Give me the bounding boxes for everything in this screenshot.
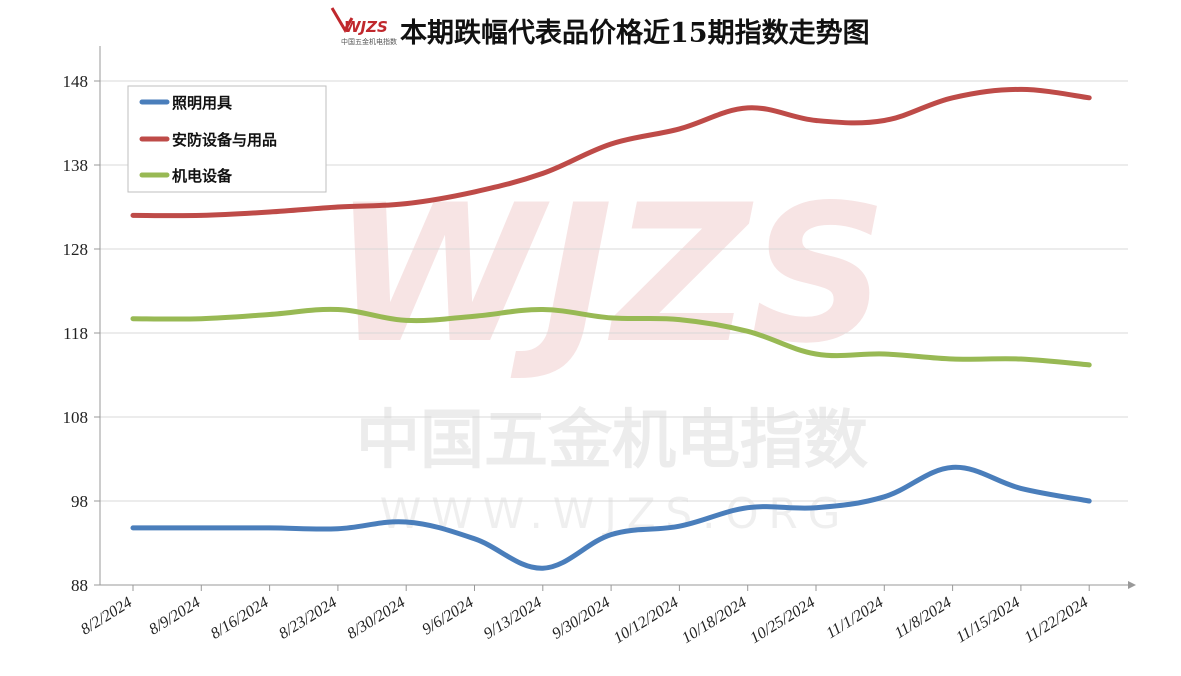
x-axis-arrow-icon: [1128, 581, 1136, 589]
series-2-point-0: [130, 316, 136, 321]
x-tick-label-7: 9/30/2024: [549, 594, 613, 643]
series-1-point-11: [882, 118, 887, 123]
series-2-point-7: [608, 315, 614, 321]
series-2-point-12: [950, 356, 955, 362]
series-1-point-4: [404, 201, 409, 206]
series-0-point-11: [882, 494, 887, 499]
y-tick-label-2: 108: [63, 408, 89, 427]
y-tick-label-5: 138: [63, 156, 89, 175]
series-0-point-9: [745, 505, 750, 510]
series-0-point-12: [950, 465, 955, 470]
axes: [99, 46, 1136, 589]
y-tick-label-0: 88: [71, 576, 88, 595]
x-tick-label-13: 11/15/2024: [953, 594, 1023, 646]
series-2-point-4: [404, 318, 409, 323]
series-points-0: [130, 465, 1092, 571]
y-tick-label-6: 148: [63, 72, 89, 91]
legend-label-2: 机电设备: [172, 167, 233, 185]
x-tick-label-11: 11/1/2024: [823, 594, 886, 642]
series-1-point-0: [130, 213, 136, 218]
series-0-point-1: [199, 525, 204, 531]
series-2-point-14: [1087, 362, 1092, 368]
series-1-point-3: [335, 204, 341, 210]
series-0-point-3: [335, 526, 341, 531]
wjzs-logo: WJZS 中国五金机电指数: [330, 7, 397, 46]
x-axis-ticks: 8/2/2024 8/9/2024 8/16/2024 8/23/2024 8/30/2…: [78, 585, 1091, 647]
x-tick-label-5: 9/6/2024: [419, 594, 476, 639]
series-points-2: [130, 307, 1092, 368]
chart-header: WJZS 中国五金机电指数 本期跌幅代表品价格近15期指数走势图: [330, 7, 870, 49]
series-1-point-8: [677, 126, 682, 132]
y-axis-ticks: 88 98 108 118 128 138 148: [63, 72, 100, 595]
series-2-point-2: [267, 312, 272, 317]
series-1-point-12: [950, 95, 955, 101]
watermark: WJZS 中国五金机电指数 WWW.WJZS.ORG: [333, 164, 888, 538]
x-tick-label-8: 10/12/2024: [611, 594, 682, 647]
y-tick-label-3: 118: [63, 324, 88, 343]
legend-item-2: 机电设备: [139, 167, 233, 185]
series-2-point-10: [813, 351, 819, 357]
series-0-point-13: [1018, 486, 1024, 491]
chart-title: 本期跌幅代表品价格近15期指数走势图: [400, 18, 870, 49]
series-0-point-5: [472, 536, 477, 541]
series-lines: [130, 86, 1092, 571]
series-1-point-6: [540, 171, 545, 176]
logo-check-icon: [330, 7, 354, 33]
x-tick-label-14: 11/22/2024: [1022, 594, 1092, 646]
x-tick-label-3: 8/23/2024: [276, 594, 340, 643]
series-0-point-14: [1087, 498, 1092, 504]
y-tick-label-4: 128: [63, 240, 89, 259]
x-tick-label-2: 8/16/2024: [208, 594, 272, 643]
series-2-point-8: [677, 317, 682, 322]
series-1-point-13: [1018, 87, 1024, 92]
series-1-point-1: [199, 213, 204, 218]
series-0-point-6: [540, 566, 545, 571]
series-2-point-9: [745, 329, 750, 334]
legend-label-0: 照明用具: [172, 94, 232, 112]
series-0-point-0: [130, 525, 136, 531]
series-2-point-13: [1018, 356, 1024, 362]
series-0-point-7: [608, 532, 614, 537]
series-2-point-5: [472, 314, 477, 319]
series-0-point-4: [404, 519, 409, 525]
series-2-point-6: [540, 307, 545, 312]
legend: 照明用具 安防设备与用品 机电设备: [127, 85, 327, 193]
legend-item-0: 照明用具: [139, 94, 232, 112]
x-tick-label-10: 10/25/2024: [747, 594, 818, 647]
y-tick-label-1: 98: [71, 492, 88, 511]
x-tick-label-1: 8/9/2024: [146, 594, 203, 639]
watermark-en-text: WWW.WJZS.ORG: [380, 489, 851, 538]
x-tick-label-12: 11/8/2024: [892, 594, 955, 642]
series-0-point-2: [267, 525, 272, 531]
series-2-point-1: [199, 316, 204, 321]
x-tick-label-6: 9/13/2024: [481, 594, 545, 643]
series-1-point-9: [745, 105, 750, 111]
series-0-point-10: [813, 505, 819, 510]
x-tick-label-9: 10/18/2024: [679, 594, 750, 647]
series-1-point-10: [813, 118, 819, 123]
series-1-point-14: [1087, 95, 1092, 101]
legend-label-1: 安防设备与用品: [172, 131, 277, 149]
logo-text: WJZS: [344, 18, 388, 36]
series-1-point-2: [267, 209, 272, 215]
legend-item-1: 安防设备与用品: [139, 131, 277, 149]
x-tick-label-4: 8/30/2024: [344, 594, 408, 643]
series-0-point-8: [677, 524, 682, 529]
series-1-point-5: [472, 189, 477, 195]
series-points-1: [130, 87, 1092, 218]
series-2-point-11: [882, 351, 887, 357]
watermark-cn-text: 中国五金机电指数: [356, 404, 868, 478]
series-1-point-7: [608, 141, 614, 147]
series-2-point-3: [335, 307, 341, 312]
x-tick-label-0: 8/2/2024: [78, 594, 135, 639]
grid-lines: [100, 80, 1128, 502]
logo-subtext: 中国五金机电指数: [341, 37, 397, 46]
